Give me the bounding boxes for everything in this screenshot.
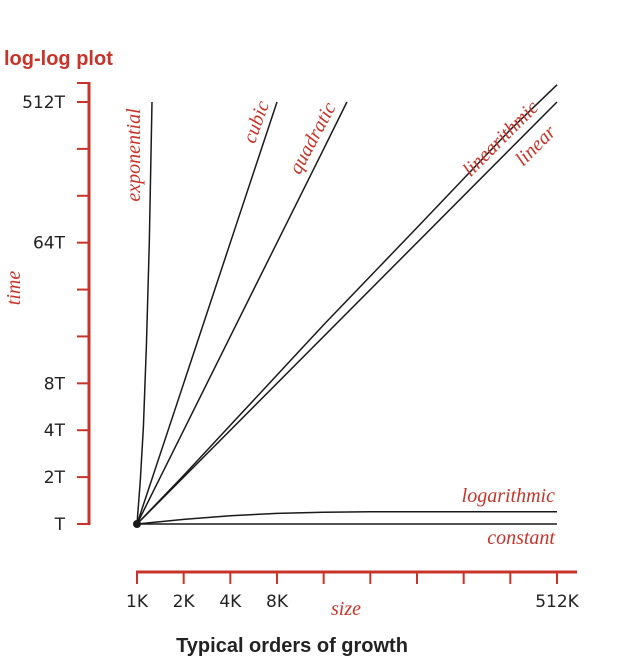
y-axis-label: time (3, 271, 25, 306)
y-tick-label: 512T (22, 93, 65, 113)
x-axis: 1K 2K 4K 8K 512K (126, 570, 580, 612)
series-label-logarithmic: logarithmic (462, 485, 555, 507)
x-tick-label: 4K (219, 592, 242, 612)
y-tick-label: T (54, 515, 66, 535)
series-logarithmic-line (136, 510, 557, 525)
x-tick-label: 8K (266, 592, 289, 612)
x-tick-label: 1K (126, 592, 149, 612)
x-tick-label: 2K (173, 592, 196, 612)
y-tick-label: 2T (44, 468, 66, 488)
y-tick-label: 4T (44, 421, 66, 441)
y-axis: T 2T 4T 8T 64T 512T (22, 82, 91, 535)
series-label-exponential: exponential (123, 108, 145, 202)
x-axis-label: size (331, 598, 361, 620)
y-tick-label: 8T (44, 374, 66, 394)
series-exponential-line (136, 101, 153, 525)
series-cubic-line (136, 101, 278, 525)
series-label-constant: constant (487, 527, 555, 549)
chart-title: log-log plot (4, 48, 113, 70)
chart-caption: Typical orders of growth (176, 635, 408, 657)
series-linearithmic-line (136, 84, 558, 525)
curves (136, 84, 558, 525)
y-tick-label: 64T (33, 234, 66, 254)
series-linear-line (136, 101, 558, 525)
series-label-quadratic: quadratic (285, 99, 341, 178)
series-label-cubic: cubic (239, 98, 275, 146)
series-quadratic-line (136, 101, 348, 525)
origin-point (133, 520, 141, 528)
x-tick-label: 512K (535, 592, 579, 612)
